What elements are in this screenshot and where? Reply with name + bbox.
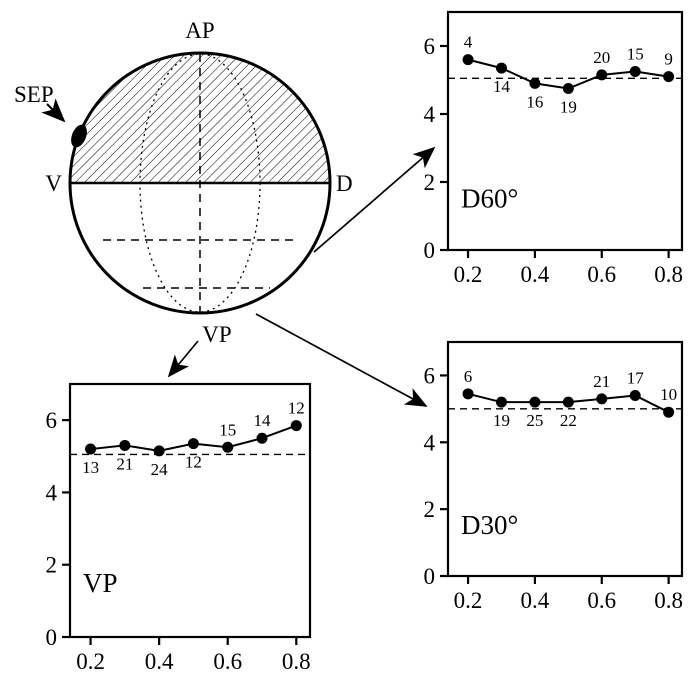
point-label: 22 xyxy=(560,411,577,430)
x-tick-label: 0.4 xyxy=(521,588,550,613)
point-label: 14 xyxy=(493,77,511,96)
point-label: 20 xyxy=(593,48,610,67)
x-tick-label: 0.8 xyxy=(654,262,683,287)
point-label: 19 xyxy=(493,411,510,430)
x-tick-label: 0.8 xyxy=(654,588,683,613)
y-tick-label: 6 xyxy=(424,34,436,59)
d-label: D xyxy=(336,171,353,196)
data-point xyxy=(85,443,97,455)
data-point xyxy=(629,66,641,77)
v-label: V xyxy=(45,171,62,196)
plot-frame xyxy=(446,10,684,252)
point-label: 21 xyxy=(116,454,133,473)
vp-label: VP xyxy=(202,322,231,347)
point-label: 4 xyxy=(464,33,473,52)
data-point xyxy=(596,69,608,81)
data-point xyxy=(462,54,474,66)
point-label: 16 xyxy=(526,92,543,111)
point-label: 24 xyxy=(151,460,169,479)
data-point xyxy=(495,62,507,74)
x-tick-label: 0.2 xyxy=(454,588,483,613)
sep-label: SEP xyxy=(14,82,54,107)
data-point xyxy=(596,393,608,405)
y-tick-label: 6 xyxy=(424,363,436,388)
data-point xyxy=(629,389,641,401)
point-label: 12 xyxy=(185,453,202,472)
data-point xyxy=(462,388,474,400)
y-tick-label: 2 xyxy=(424,170,436,195)
point-label: 13 xyxy=(82,458,99,477)
point-label: 6 xyxy=(464,367,473,386)
point-label: 14 xyxy=(254,411,272,430)
y-tick-label: 6 xyxy=(46,408,58,433)
point-label: 9 xyxy=(664,50,673,69)
point-label: 17 xyxy=(627,368,645,387)
point-label: 10 xyxy=(660,385,677,404)
y-tick-label: 4 xyxy=(46,480,58,505)
data-point xyxy=(663,406,675,418)
data-point xyxy=(562,396,574,408)
chart-d30: 0 2 4 6 0.2 0.4 0.6 0.8 6 19 25 22 21 17 10 D30° xyxy=(424,340,684,613)
plot-frame xyxy=(446,340,684,578)
y-tick-label: 2 xyxy=(424,497,436,522)
y-tick-label: 2 xyxy=(46,553,58,578)
data-point xyxy=(529,77,541,89)
point-label: 15 xyxy=(627,45,644,64)
data-point xyxy=(290,420,302,432)
y-tick-label: 4 xyxy=(424,102,436,127)
sep-arrow-icon xyxy=(41,98,66,123)
chart-d60: 0 2 4 6 0.2 0.4 0.6 0.8 4 14 16 19 20 15 9 D60° xyxy=(424,10,684,287)
animal-hemisphere-hatched xyxy=(70,53,330,184)
y-tick-label: 0 xyxy=(46,625,58,650)
data-point xyxy=(529,396,541,408)
point-label: 21 xyxy=(593,372,610,391)
plot-frame xyxy=(68,382,312,639)
data-point xyxy=(153,445,165,457)
x-tick-label: 0.6 xyxy=(587,262,616,287)
x-tick-label: 0.4 xyxy=(521,262,550,287)
x-tick-label: 0.2 xyxy=(454,262,483,287)
data-point xyxy=(562,83,574,94)
point-label: 25 xyxy=(526,411,543,430)
embryo-diagram: AP VP V D SEP xyxy=(14,18,353,347)
point-label: 15 xyxy=(219,420,236,439)
data-point xyxy=(222,441,234,453)
y-tick-label: 0 xyxy=(424,564,436,589)
x-tick-label: 0.8 xyxy=(282,649,311,674)
data-point xyxy=(495,396,507,408)
data-point xyxy=(256,432,268,444)
panel-label: D60° xyxy=(461,184,518,214)
panel-label: D30° xyxy=(461,510,518,540)
y-tick-label: 0 xyxy=(424,238,436,263)
data-point xyxy=(187,438,199,450)
point-label: 19 xyxy=(560,98,577,117)
y-tick-label: 4 xyxy=(424,430,436,455)
sep-spot xyxy=(71,124,87,148)
x-tick-label: 0.2 xyxy=(76,649,105,674)
data-point xyxy=(663,71,675,83)
point-label: 12 xyxy=(288,399,305,418)
data-point xyxy=(119,439,131,451)
x-tick-label: 0.6 xyxy=(587,588,616,613)
panel-label: VP xyxy=(83,568,118,598)
x-tick-label: 0.6 xyxy=(213,649,242,674)
x-tick-label: 0.4 xyxy=(145,649,174,674)
ap-label: AP xyxy=(185,18,214,43)
